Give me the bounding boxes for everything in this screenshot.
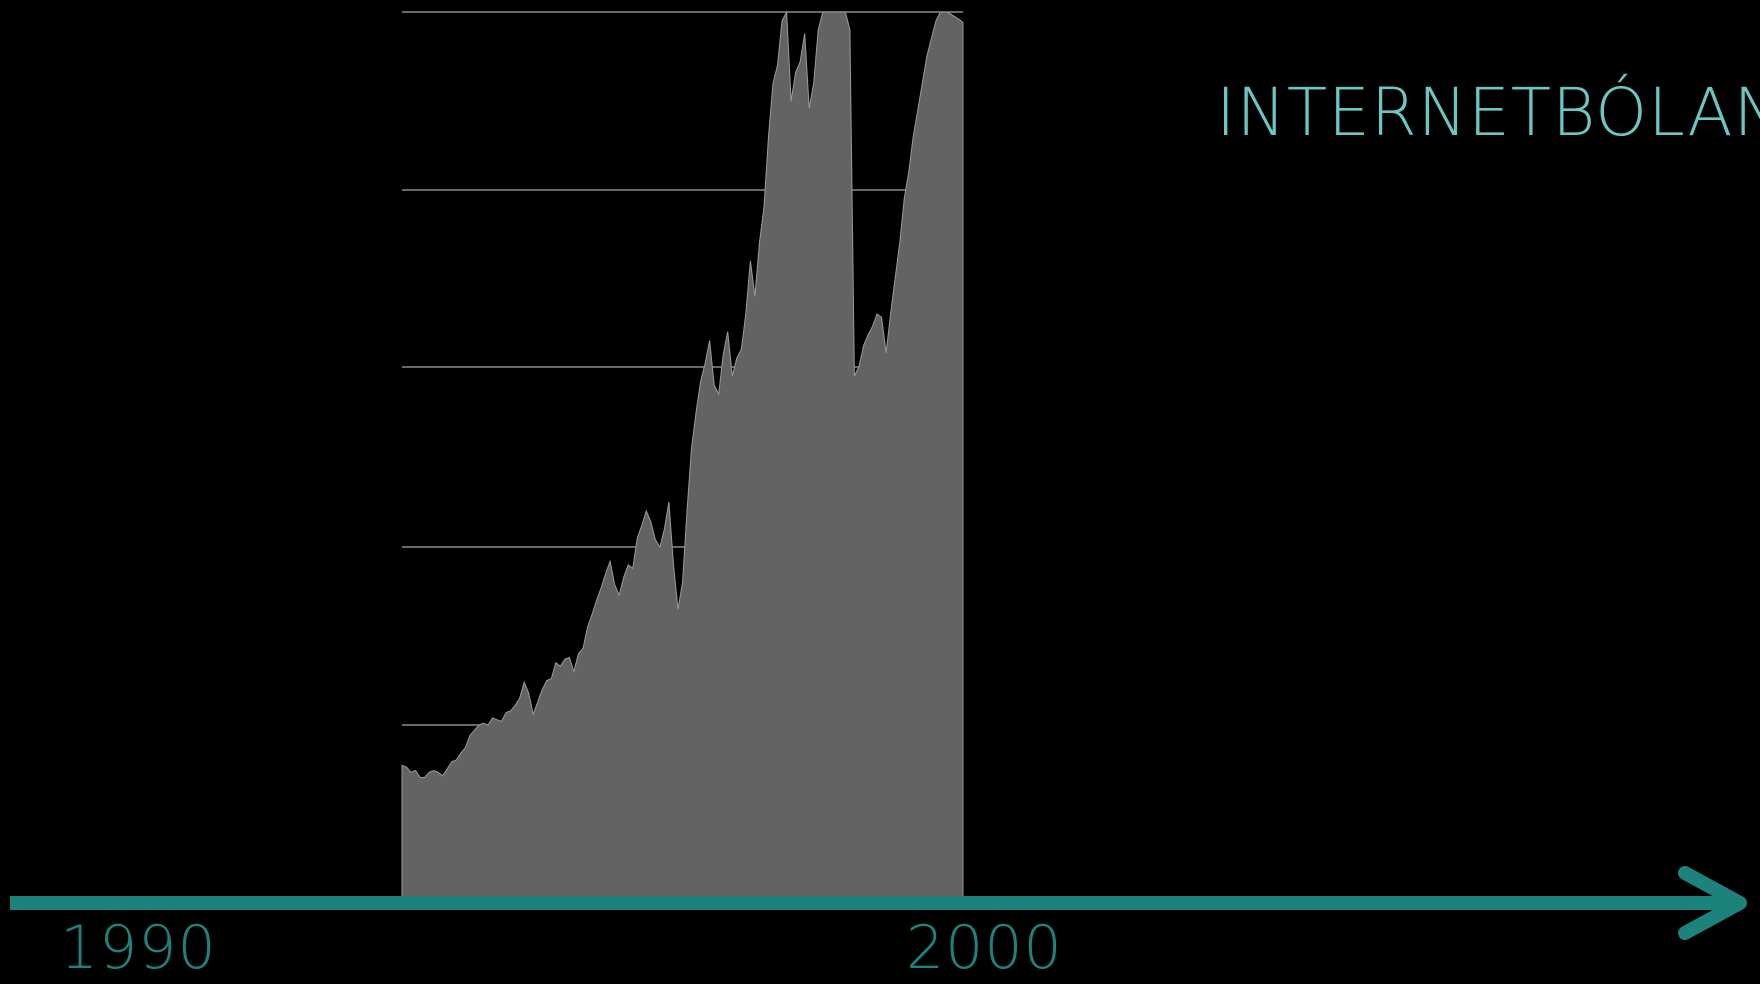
year-label-1990: 1990 [60,913,217,983]
timeline-arrowhead-icon [1678,866,1747,940]
area-series [401,10,964,901]
headline-title: INTERNETBÓLAN [1216,74,1760,151]
year-label-2000: 2000 [906,913,1063,983]
